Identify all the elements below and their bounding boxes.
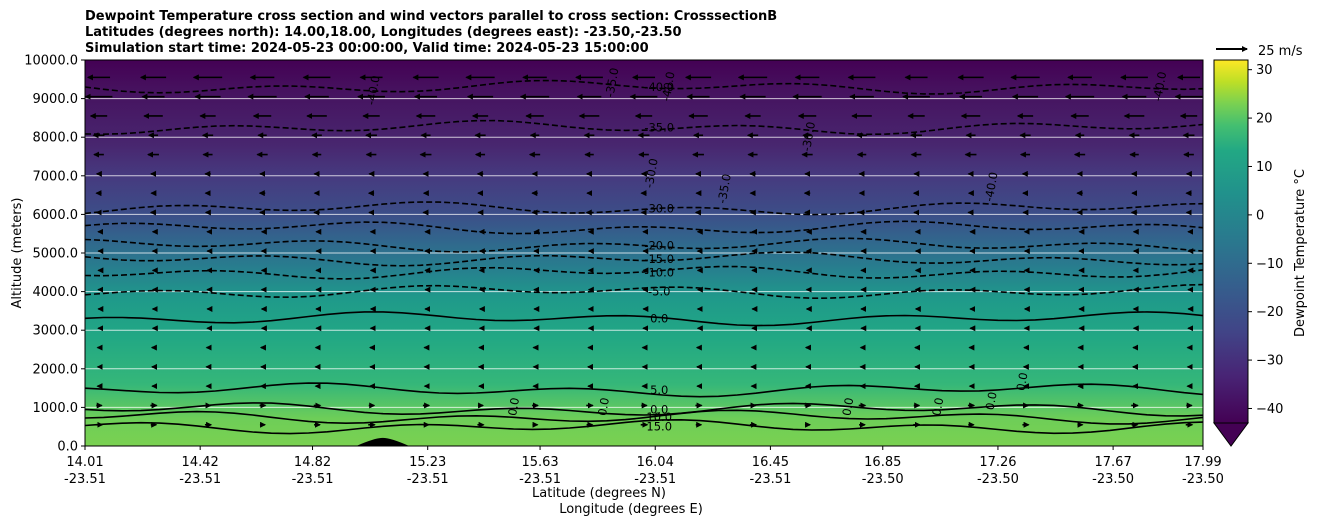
colorbar-tick-label: −30	[1256, 354, 1283, 369]
chart-title-line-1: Dewpoint Temperature cross section and w…	[85, 9, 777, 24]
x-tick-label-lon: -23.51	[179, 472, 221, 487]
contour-label: -35.0	[644, 121, 674, 135]
x-tick-label-lon: -23.51	[407, 472, 449, 487]
contour-label: 0.0	[595, 396, 612, 416]
x-tick-label-lat: 16.85	[864, 455, 901, 470]
x-tick-label-lon: -23.50	[862, 472, 904, 487]
terrain	[356, 437, 410, 446]
colorbar-label: Dewpoint Temperature °C	[1293, 169, 1308, 337]
quiver-key-label: 25 m/s	[1258, 44, 1303, 59]
colorbar-bar	[1213, 59, 1249, 424]
contour-label: -30.0	[799, 121, 818, 153]
x-tick-label-lat: 17.26	[979, 455, 1016, 470]
contour-line	[85, 119, 1203, 136]
y-tick-label: 8000.0	[33, 131, 79, 146]
contour-label: -30.0	[642, 157, 661, 189]
contour-label: -20.0	[644, 238, 674, 252]
y-tick-label: 5000.0	[33, 247, 79, 262]
x-tick-label-lat: 14.42	[182, 455, 219, 470]
contour-line	[85, 220, 1203, 235]
y-tick-label: 1000.0	[33, 401, 79, 416]
x-tick-label-lat: 16.45	[752, 455, 789, 470]
x-axis-label-longitude: Longitude (degrees E)	[559, 502, 703, 517]
y-tick-label: 9000.0	[33, 92, 79, 107]
x-tick-label-lon: -23.51	[634, 472, 676, 487]
x-tick-label-lon: -23.50	[1092, 472, 1134, 487]
contour-label: -35.0	[602, 67, 621, 99]
contour-line	[85, 237, 1203, 253]
contour-lines	[85, 79, 1203, 435]
contour-label: -10.0	[644, 265, 674, 279]
contour-label: 0.0	[983, 391, 1000, 411]
x-axis-label-latitude: Latitude (degrees N)	[532, 486, 666, 501]
y-tick-label: 2000.0	[33, 362, 79, 377]
x-tick-label-lat: 15.63	[521, 455, 558, 470]
x-tick-label-lon: -23.51	[292, 472, 334, 487]
x-tick-label-lon: -23.51	[749, 472, 791, 487]
contour-label: 0.0	[650, 402, 668, 416]
colorbar-extend-triangle	[1213, 422, 1249, 447]
contour-line	[85, 402, 1203, 417]
colorbar-tick-label: −10	[1256, 257, 1283, 272]
contour-line	[85, 418, 1203, 435]
x-tick-label-lon: -23.51	[519, 472, 561, 487]
contour-label: 0.0	[505, 396, 522, 416]
x-tick-label-lon: -23.51	[64, 472, 106, 487]
contour-label: -30.0	[644, 202, 674, 216]
wind-vectors	[85, 74, 1203, 428]
x-tick-label-lon: -23.50	[1182, 472, 1224, 487]
x-tick-label-lat: 14.01	[66, 455, 103, 470]
contour-label: -5.0	[648, 285, 670, 299]
colorbar-tick-label: 0	[1256, 208, 1264, 223]
y-tick-label: 7000.0	[33, 169, 79, 184]
contour-line	[85, 382, 1203, 398]
y-tick-label: 4000.0	[33, 285, 79, 300]
y-tick-label: 6000.0	[33, 208, 79, 223]
x-tick-label-lat: 16.04	[637, 455, 674, 470]
y-axis-label: Altitude (meters)	[10, 198, 25, 309]
x-tick-label-lat: 14.82	[294, 455, 331, 470]
contour-label: -40.0	[644, 80, 674, 94]
colorbar-tick-label: 30	[1256, 63, 1273, 78]
chart-title-line-3: Simulation start time: 2024-05-23 00:00:…	[85, 41, 649, 56]
contour-label: 15.0	[646, 420, 672, 434]
contour-line	[85, 201, 1203, 216]
contour-label: -40.0	[659, 70, 678, 102]
contour-label: 5.0	[650, 383, 668, 397]
colorbar-tick-label: −40	[1256, 402, 1283, 417]
contour-line	[85, 251, 1203, 267]
colorbar-tick-label: 10	[1256, 160, 1273, 175]
x-tick-label-lat: 17.67	[1095, 455, 1132, 470]
contour-label: 0.0	[929, 396, 946, 416]
contour-labels: -40.0 -35.0 -30.0 -20.0-15.0-10.0 -5.0 0.0 5.0…	[364, 67, 1169, 434]
colorbar-tick-label: −20	[1256, 305, 1283, 320]
plot-area: -40.0 -35.0 -30.0 -20.0-15.0-10.0 -5.0 0.0 5.0…	[85, 60, 1203, 446]
y-tick-label: 0.0	[57, 440, 78, 455]
contour-label: -35.0	[715, 173, 734, 205]
chart-title-line-2: Latitudes (degrees north): 14.00,18.00, …	[85, 25, 682, 40]
x-axis-ticks: 14.01 -23.51 14.42 -23.51 14.82 -23.51 15.23 -2…	[64, 446, 1224, 487]
contour-label: -40.0	[364, 74, 383, 106]
y-tick-label: 3000.0	[33, 324, 79, 339]
contour-label: 10.0	[646, 410, 672, 424]
x-tick-label-lat: 17.99	[1184, 455, 1221, 470]
contour-line	[85, 79, 1203, 95]
colorbar-tick-label: 20	[1256, 112, 1273, 127]
x-tick-label-lon: -23.50	[977, 472, 1019, 487]
contour-label: -15.0	[644, 252, 674, 266]
contour-label: 0.0	[650, 312, 668, 326]
contour-label: -40.0	[982, 171, 1001, 203]
colorbar-ticks: −40 −30 −20 −10 0 10 20 30	[1248, 63, 1283, 417]
contour-line	[85, 409, 1203, 425]
contour-line	[85, 311, 1203, 327]
y-tick-label: 10000.0	[24, 54, 78, 69]
contour-label: 0.0	[1014, 371, 1031, 391]
x-tick-label-lat: 15.23	[409, 455, 446, 470]
contour-label: 0.0	[839, 396, 856, 416]
contour-label: -40.0	[1150, 70, 1169, 102]
y-axis-ticks: 0.0 1000.0 2000.0 3000.0 4000.0 5000.0 6000.0 7…	[24, 54, 85, 455]
